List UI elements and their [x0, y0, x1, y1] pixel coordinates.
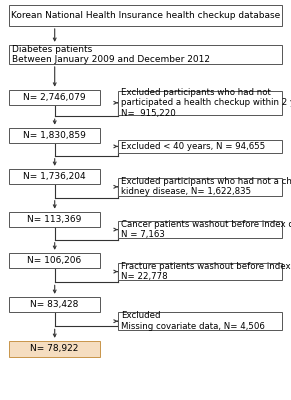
FancyBboxPatch shape: [118, 140, 282, 153]
FancyBboxPatch shape: [9, 45, 282, 64]
FancyBboxPatch shape: [118, 178, 282, 196]
FancyBboxPatch shape: [118, 263, 282, 280]
Text: Diabetes patients
Between January 2009 and December 2012: Diabetes patients Between January 2009 a…: [12, 45, 210, 64]
FancyBboxPatch shape: [118, 221, 282, 238]
FancyBboxPatch shape: [118, 91, 282, 115]
Text: N= 106,206: N= 106,206: [27, 256, 82, 265]
FancyBboxPatch shape: [118, 312, 282, 330]
Text: Excluded participants who had not
participated a health checkup within 2 year,
N: Excluded participants who had not partic…: [121, 88, 291, 118]
Text: N= 1,830,859: N= 1,830,859: [23, 131, 86, 140]
Text: Excluded < 40 years, N = 94,655: Excluded < 40 years, N = 94,655: [121, 142, 266, 151]
FancyBboxPatch shape: [9, 128, 100, 143]
FancyBboxPatch shape: [9, 297, 100, 312]
Text: Korean National Health Insurance health checkup database: Korean National Health Insurance health …: [11, 11, 280, 20]
Text: N= 83,428: N= 83,428: [30, 300, 79, 309]
Text: N= 78,922: N= 78,922: [30, 344, 79, 353]
Text: Fracture patients washout before index date,
N= 22,778: Fracture patients washout before index d…: [121, 262, 291, 281]
FancyBboxPatch shape: [9, 341, 100, 357]
FancyBboxPatch shape: [9, 169, 100, 184]
Text: Excluded participants who had not a chronic
kidney disease, N= 1,622,835: Excluded participants who had not a chro…: [121, 177, 291, 196]
Text: Cancer patients washout before index date,
N = 7,163: Cancer patients washout before index dat…: [121, 220, 291, 239]
FancyBboxPatch shape: [9, 90, 100, 105]
FancyBboxPatch shape: [9, 5, 282, 26]
Text: Excluded
Missing covariate data, N= 4,506: Excluded Missing covariate data, N= 4,50…: [121, 312, 265, 331]
FancyBboxPatch shape: [9, 212, 100, 227]
Text: N= 2,746,079: N= 2,746,079: [23, 93, 86, 102]
FancyBboxPatch shape: [9, 253, 100, 268]
Text: N= 113,369: N= 113,369: [27, 215, 82, 224]
Text: N= 1,736,204: N= 1,736,204: [23, 172, 86, 181]
